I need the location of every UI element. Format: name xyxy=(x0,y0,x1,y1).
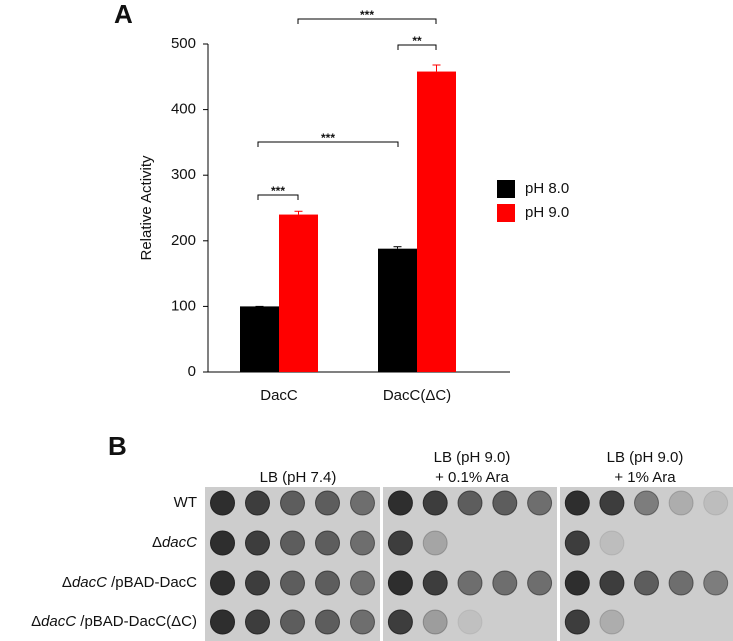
colony-spot xyxy=(422,530,448,556)
colony-spot xyxy=(668,570,694,596)
row-label-part: Δ xyxy=(62,574,72,591)
significance-label: *** xyxy=(321,131,335,145)
colony-spot xyxy=(599,490,625,516)
bar xyxy=(378,248,417,372)
row-label-part: Δ xyxy=(31,613,41,630)
colony-spot xyxy=(564,490,590,516)
colony-spot xyxy=(280,570,305,596)
colony-spot xyxy=(280,530,305,556)
row-label: ΔdacC xyxy=(152,534,197,551)
colony-spot xyxy=(350,609,375,635)
panel-label: B xyxy=(108,431,127,461)
y-tick-label: 300 xyxy=(171,166,196,183)
colony-spot xyxy=(492,570,518,596)
colony-spot xyxy=(387,570,413,596)
colony-spot xyxy=(350,530,375,556)
y-axis-title: Relative Activity xyxy=(138,155,155,261)
colony-spot xyxy=(315,490,340,516)
colony-spot xyxy=(527,570,553,596)
significance-label: *** xyxy=(271,184,285,198)
colony-spot xyxy=(422,570,448,596)
panel-label: A xyxy=(114,0,133,29)
y-tick-label: 500 xyxy=(171,35,196,52)
colony-spot xyxy=(599,530,625,556)
colony-spot xyxy=(245,570,270,596)
significance-bracket xyxy=(297,18,437,24)
legend-label: pH 9.0 xyxy=(525,204,569,221)
significance-bracket xyxy=(257,194,299,200)
colony-spot xyxy=(210,609,235,635)
colony-spot xyxy=(599,609,625,635)
bar xyxy=(417,71,456,372)
row-label-part: dacC xyxy=(162,534,197,551)
row-label-part: /pBAD-DacC xyxy=(107,574,197,591)
y-tick-label: 400 xyxy=(171,101,196,118)
row-label-part: WT xyxy=(174,494,197,511)
row-label-part: /pBAD-DacC(ΔC) xyxy=(76,613,197,630)
colony-spot xyxy=(245,530,270,556)
legend-label: pH 8.0 xyxy=(525,180,569,197)
colony-spot xyxy=(668,490,694,516)
row-label-part: Δ xyxy=(152,534,162,551)
legend-swatch xyxy=(497,204,515,222)
row-label: WT xyxy=(174,494,197,511)
colony-spot xyxy=(280,609,305,635)
colony-spot xyxy=(210,570,235,596)
y-tick-label: 200 xyxy=(171,232,196,249)
column-header: + 0.1% Ara xyxy=(435,469,509,486)
bar xyxy=(279,214,318,372)
colony-spot xyxy=(457,490,483,516)
colony-spot xyxy=(350,490,375,516)
y-tick-label: 100 xyxy=(171,297,196,314)
row-label: ΔdacC /pBAD-DacC xyxy=(62,574,197,591)
bar xyxy=(240,306,279,372)
colony-spot xyxy=(703,570,729,596)
colony-spot xyxy=(210,490,235,516)
colony-spot xyxy=(315,530,340,556)
colony-spot xyxy=(387,609,413,635)
y-tick-label: 0 xyxy=(188,363,196,380)
colony-spot xyxy=(599,570,625,596)
colony-spot xyxy=(564,530,590,556)
colony-spot xyxy=(457,609,483,635)
column-header: + 1% Ara xyxy=(614,469,676,486)
legend-swatch xyxy=(497,180,515,198)
colony-spot xyxy=(422,490,448,516)
colony-spot xyxy=(564,609,590,635)
colony-spot xyxy=(492,490,518,516)
colony-spot xyxy=(210,530,235,556)
significance-bracket xyxy=(257,141,399,147)
colony-spot xyxy=(315,570,340,596)
colony-spot xyxy=(527,490,553,516)
colony-spot xyxy=(315,609,340,635)
x-tick-label: DacC(ΔC) xyxy=(383,387,451,404)
colony-spot xyxy=(564,570,590,596)
colony-spot xyxy=(245,609,270,635)
row-label-part: dacC xyxy=(72,574,107,591)
colony-spot xyxy=(387,490,413,516)
column-header: LB (pH 9.0) xyxy=(434,449,511,466)
significance-label: *** xyxy=(360,8,374,22)
colony-spot xyxy=(280,490,305,516)
column-header: LB (pH 9.0) xyxy=(607,449,684,466)
significance-bracket xyxy=(397,44,437,50)
x-tick-label: DacC xyxy=(260,387,298,404)
colony-spot xyxy=(387,530,413,556)
row-label: ΔdacC /pBAD-DacC(ΔC) xyxy=(31,613,197,630)
colony-spot xyxy=(634,490,659,516)
colony-spot xyxy=(422,609,448,635)
colony-spot xyxy=(245,490,270,516)
colony-spot xyxy=(350,570,375,596)
colony-spot xyxy=(457,570,483,596)
colony-spot xyxy=(703,490,729,516)
column-header: LB (pH 7.4) xyxy=(260,469,337,486)
significance-label: ** xyxy=(412,34,422,48)
row-label-part: dacC xyxy=(41,613,76,630)
colony-spot xyxy=(634,570,659,596)
